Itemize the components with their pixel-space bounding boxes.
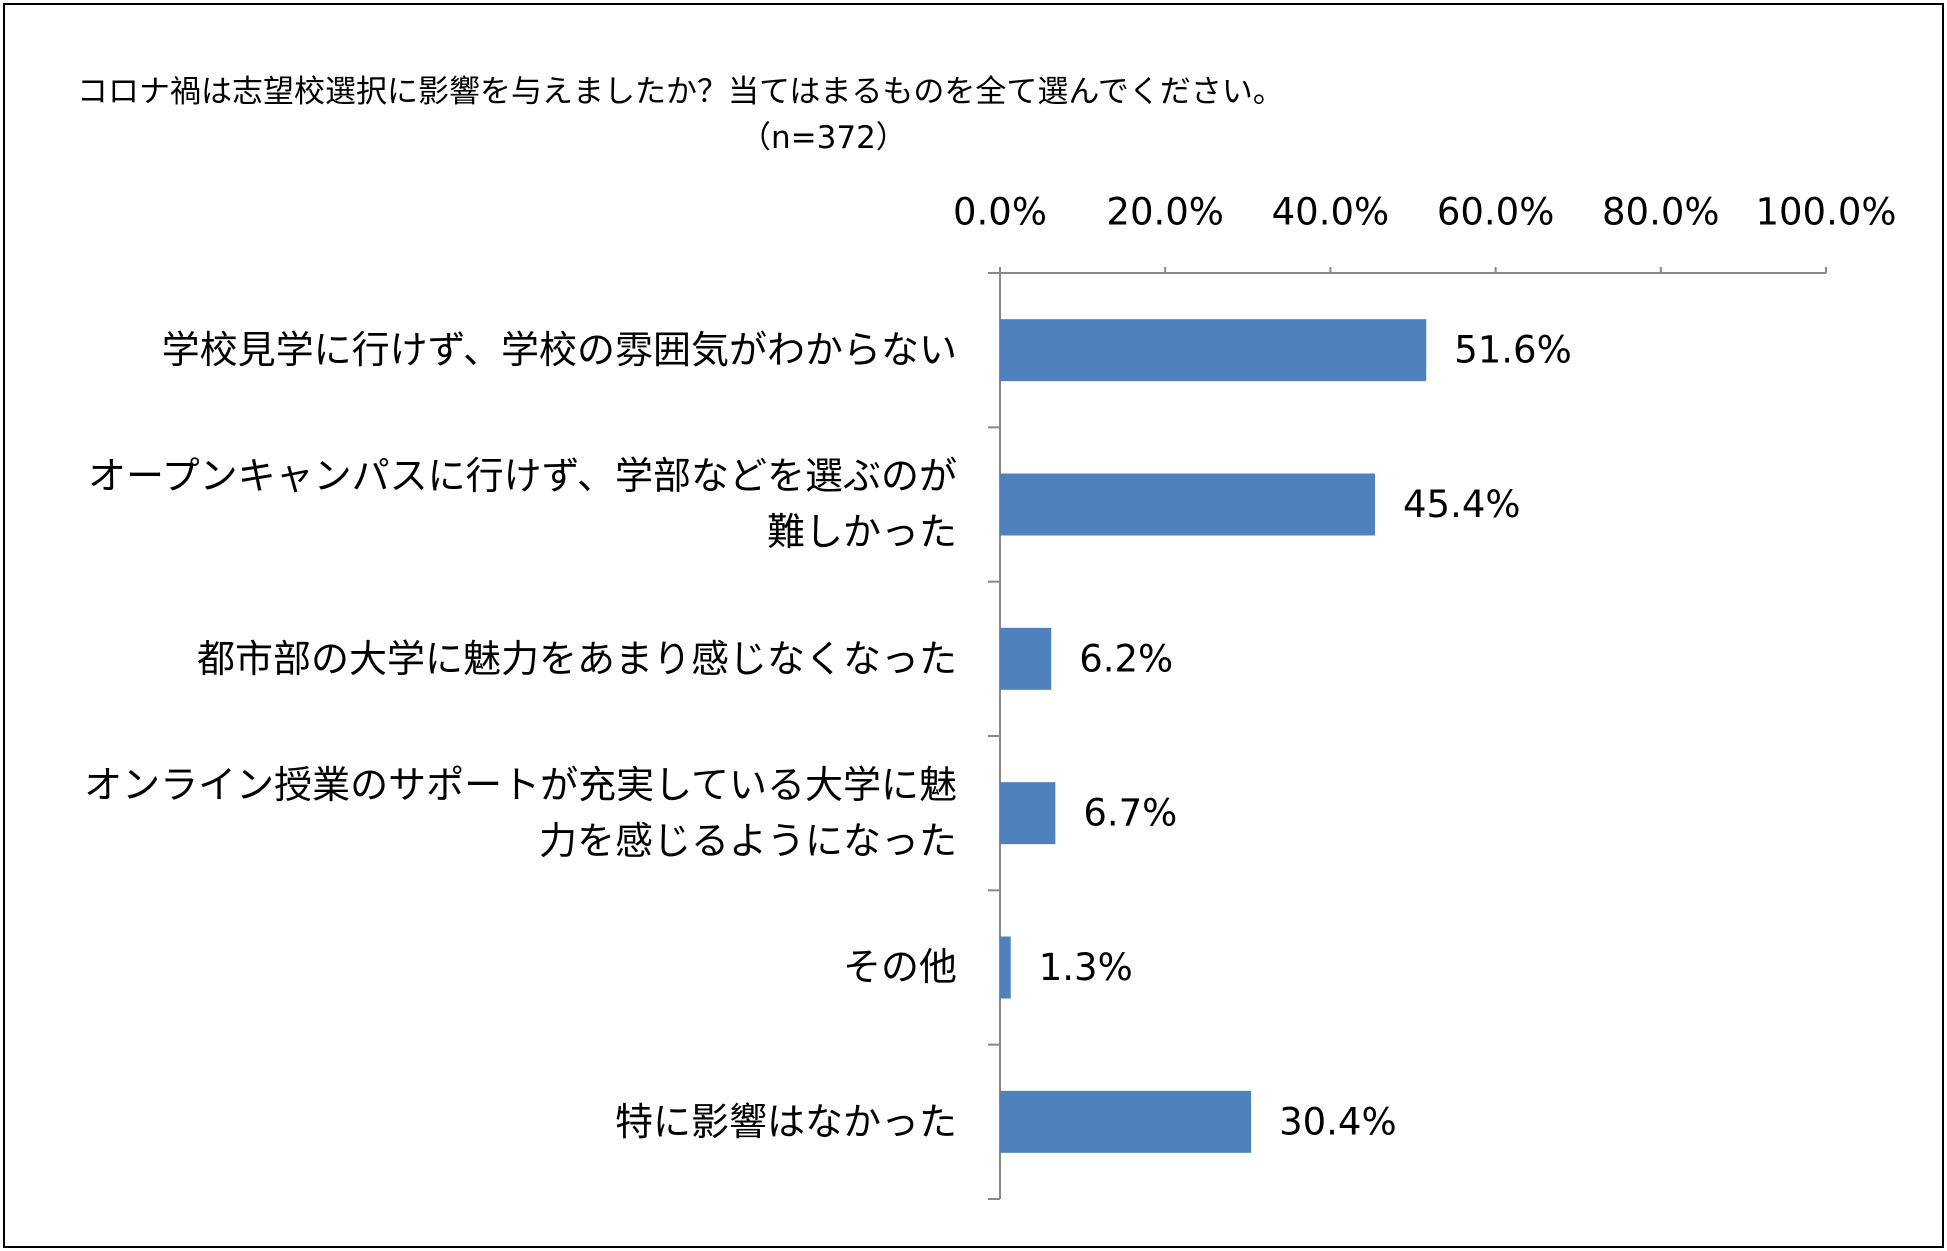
bar [1000,936,1011,999]
bar [1000,782,1056,845]
x-tick-label: 100.0% [1755,191,1896,234]
chart-title: コロナ禍は志望校選択に影響を与えましたか？当てはまるものを全て選んでください。 [77,74,1284,110]
y-tick-label: 学校見学に行けず、学校の雰囲気がわからない [161,328,957,373]
bar [1000,627,1052,690]
x-tick-label: 0.0% [953,191,1047,234]
chart-subtitle: （n=372） [740,120,907,156]
x-tick-label: 20.0% [1106,191,1224,234]
chart-border [3,3,1944,1248]
x-tick-label: 80.0% [1602,191,1720,234]
y-tick-label: オープンキャンパスに行けず、学部などを選ぶのが難しかった [87,454,957,555]
data-label: 6.2% [1079,637,1173,680]
data-label: 51.6% [1454,329,1572,372]
data-label: 1.3% [1039,946,1133,989]
y-tick-label: 特に影響はなかった [614,1099,957,1144]
bar [1000,319,1427,382]
y-tick-label: オンライン授業のサポートが充実している大学に魅力を感じるようになった [84,763,957,864]
bar [1000,473,1376,536]
data-label: 6.7% [1083,792,1177,835]
y-tick-label: その他 [842,945,957,990]
bar [1000,1090,1252,1153]
data-label: 45.4% [1403,483,1521,526]
x-tick-label: 60.0% [1437,191,1555,234]
x-tick-label: 40.0% [1272,191,1390,234]
data-label: 30.4% [1279,1100,1397,1143]
y-tick-label: 都市部の大学に魅力をあまり感じなくなった [196,636,957,681]
